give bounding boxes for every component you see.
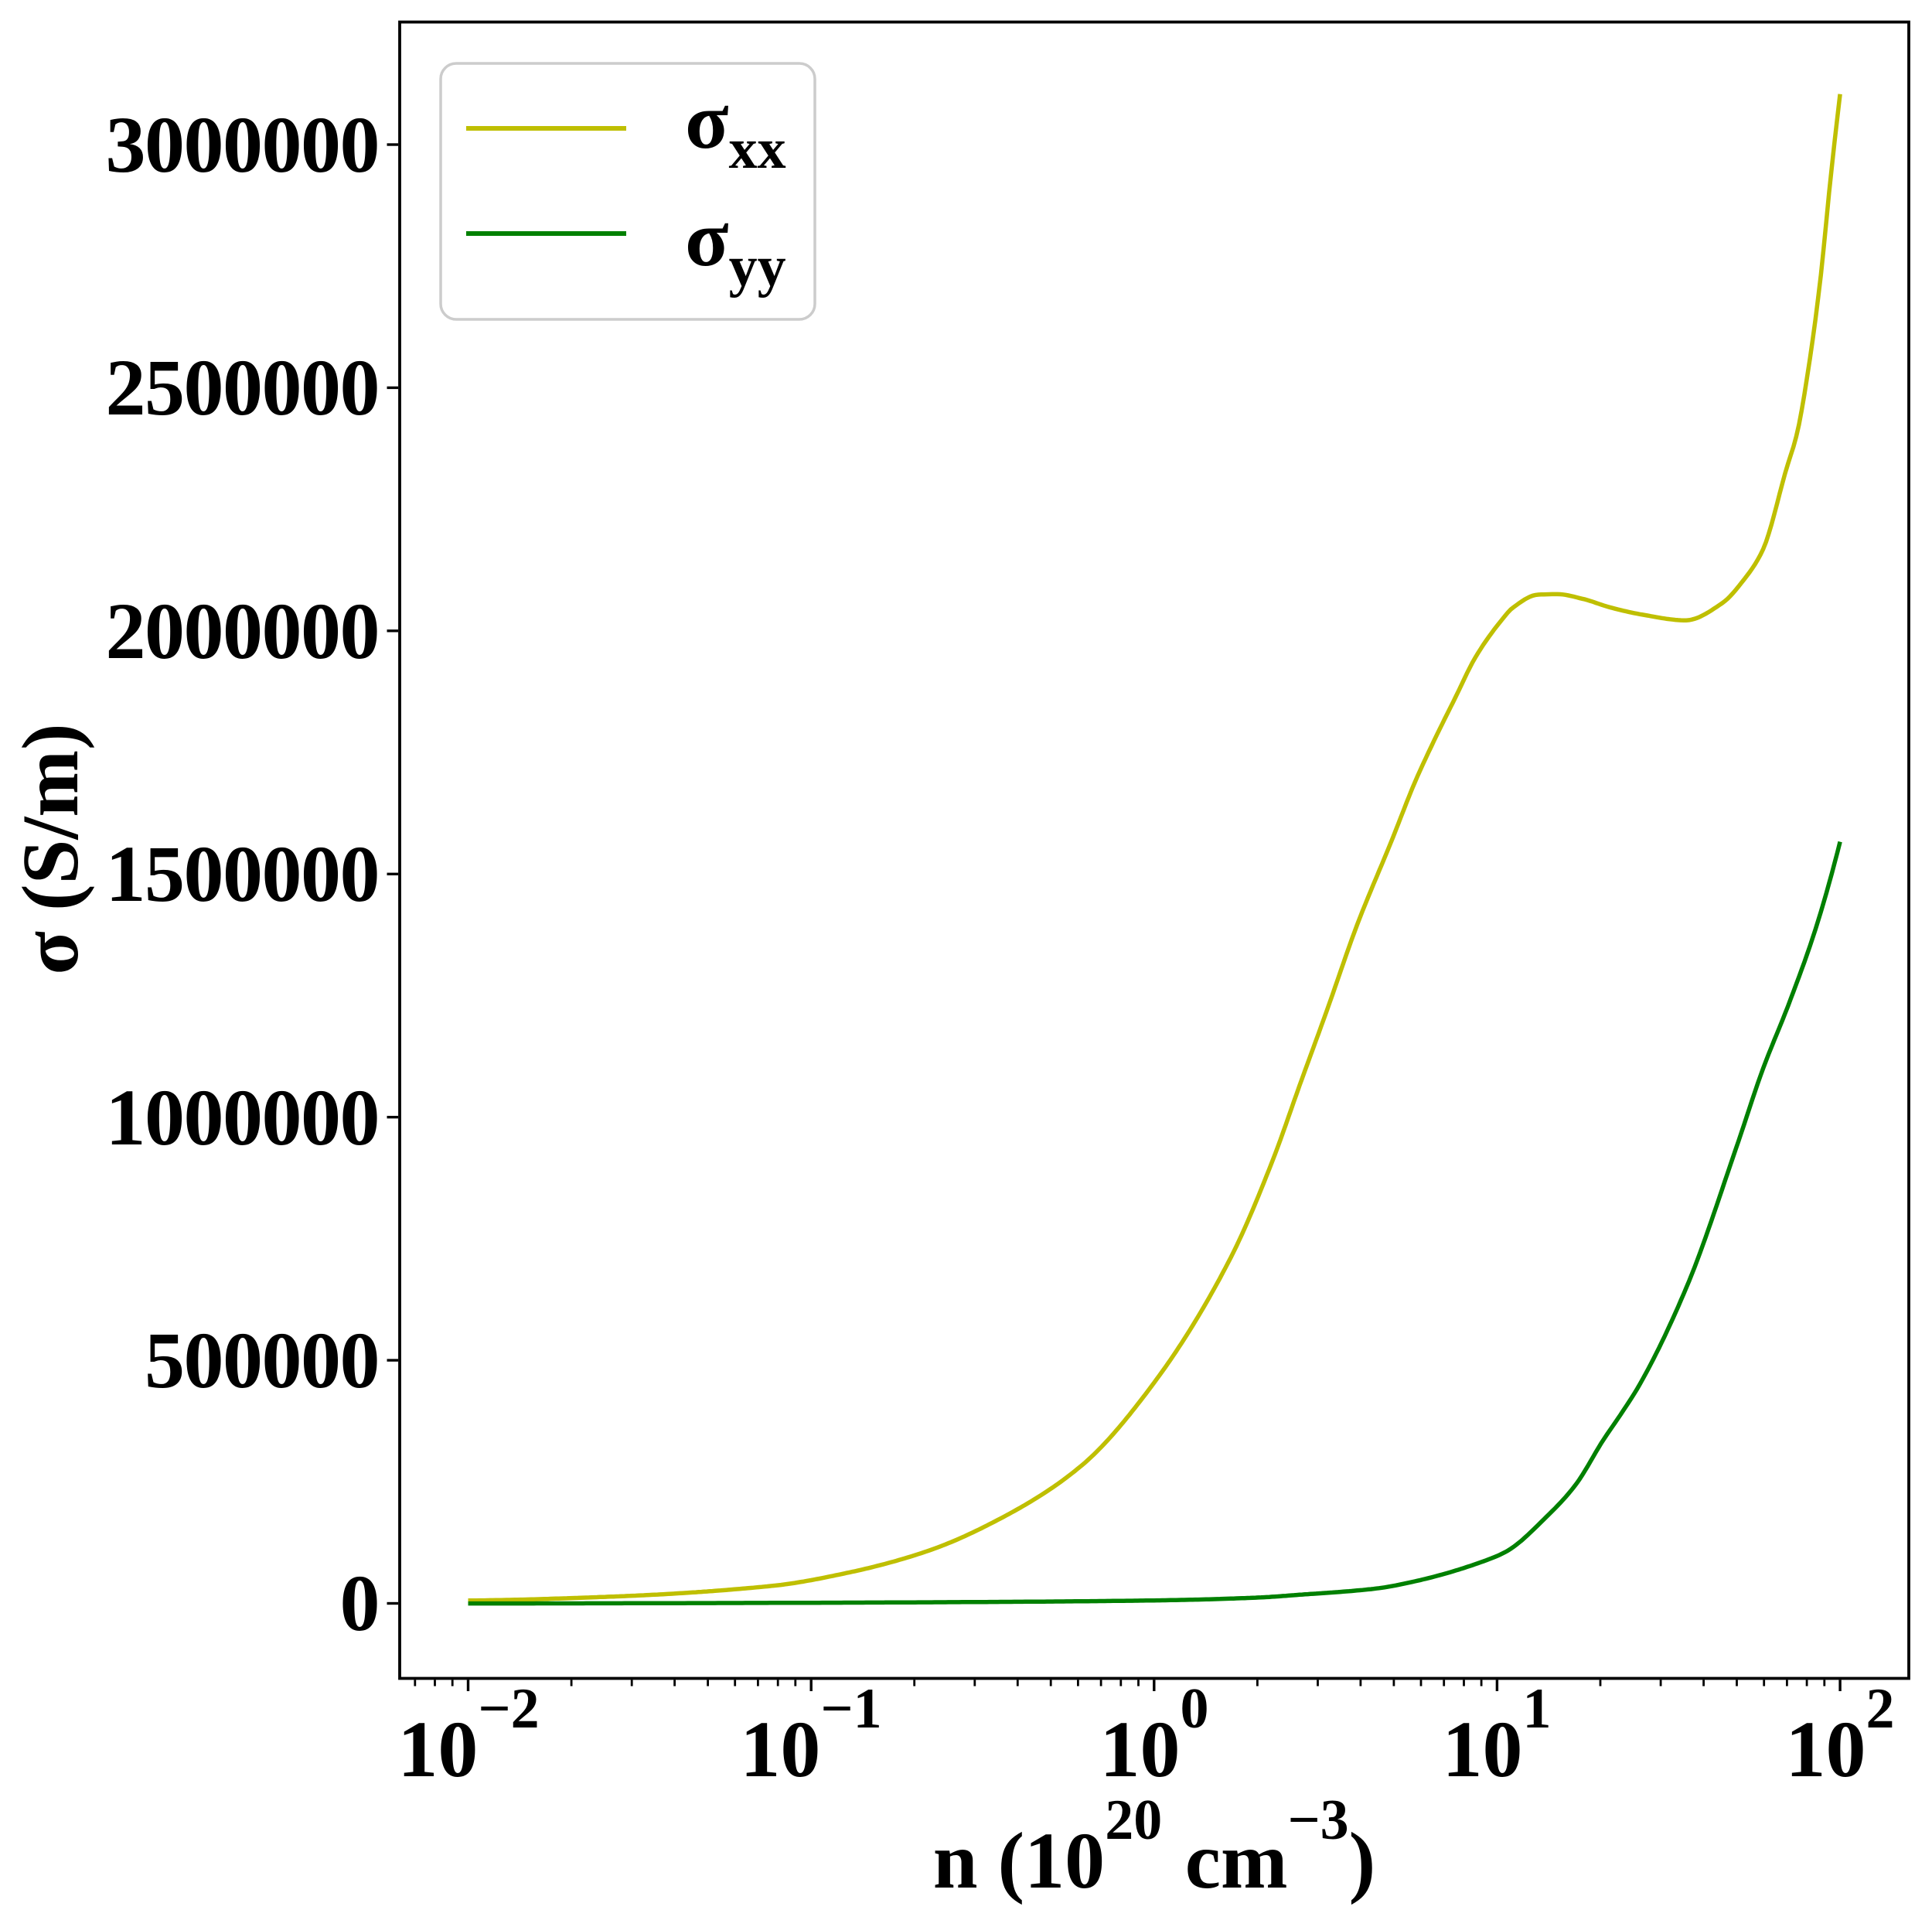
- svg-text:0: 0: [340, 1559, 380, 1648]
- svg-text:500000: 500000: [145, 1316, 379, 1405]
- svg-text:1000000: 1000000: [106, 1073, 380, 1162]
- svg-text:2500000: 2500000: [106, 343, 380, 432]
- svg-text:1500000: 1500000: [106, 830, 380, 919]
- svg-text:σ (S/m): σ (S/m): [6, 723, 95, 974]
- svg-text:3000000: 3000000: [106, 101, 380, 189]
- svg-text:2000000: 2000000: [106, 587, 380, 676]
